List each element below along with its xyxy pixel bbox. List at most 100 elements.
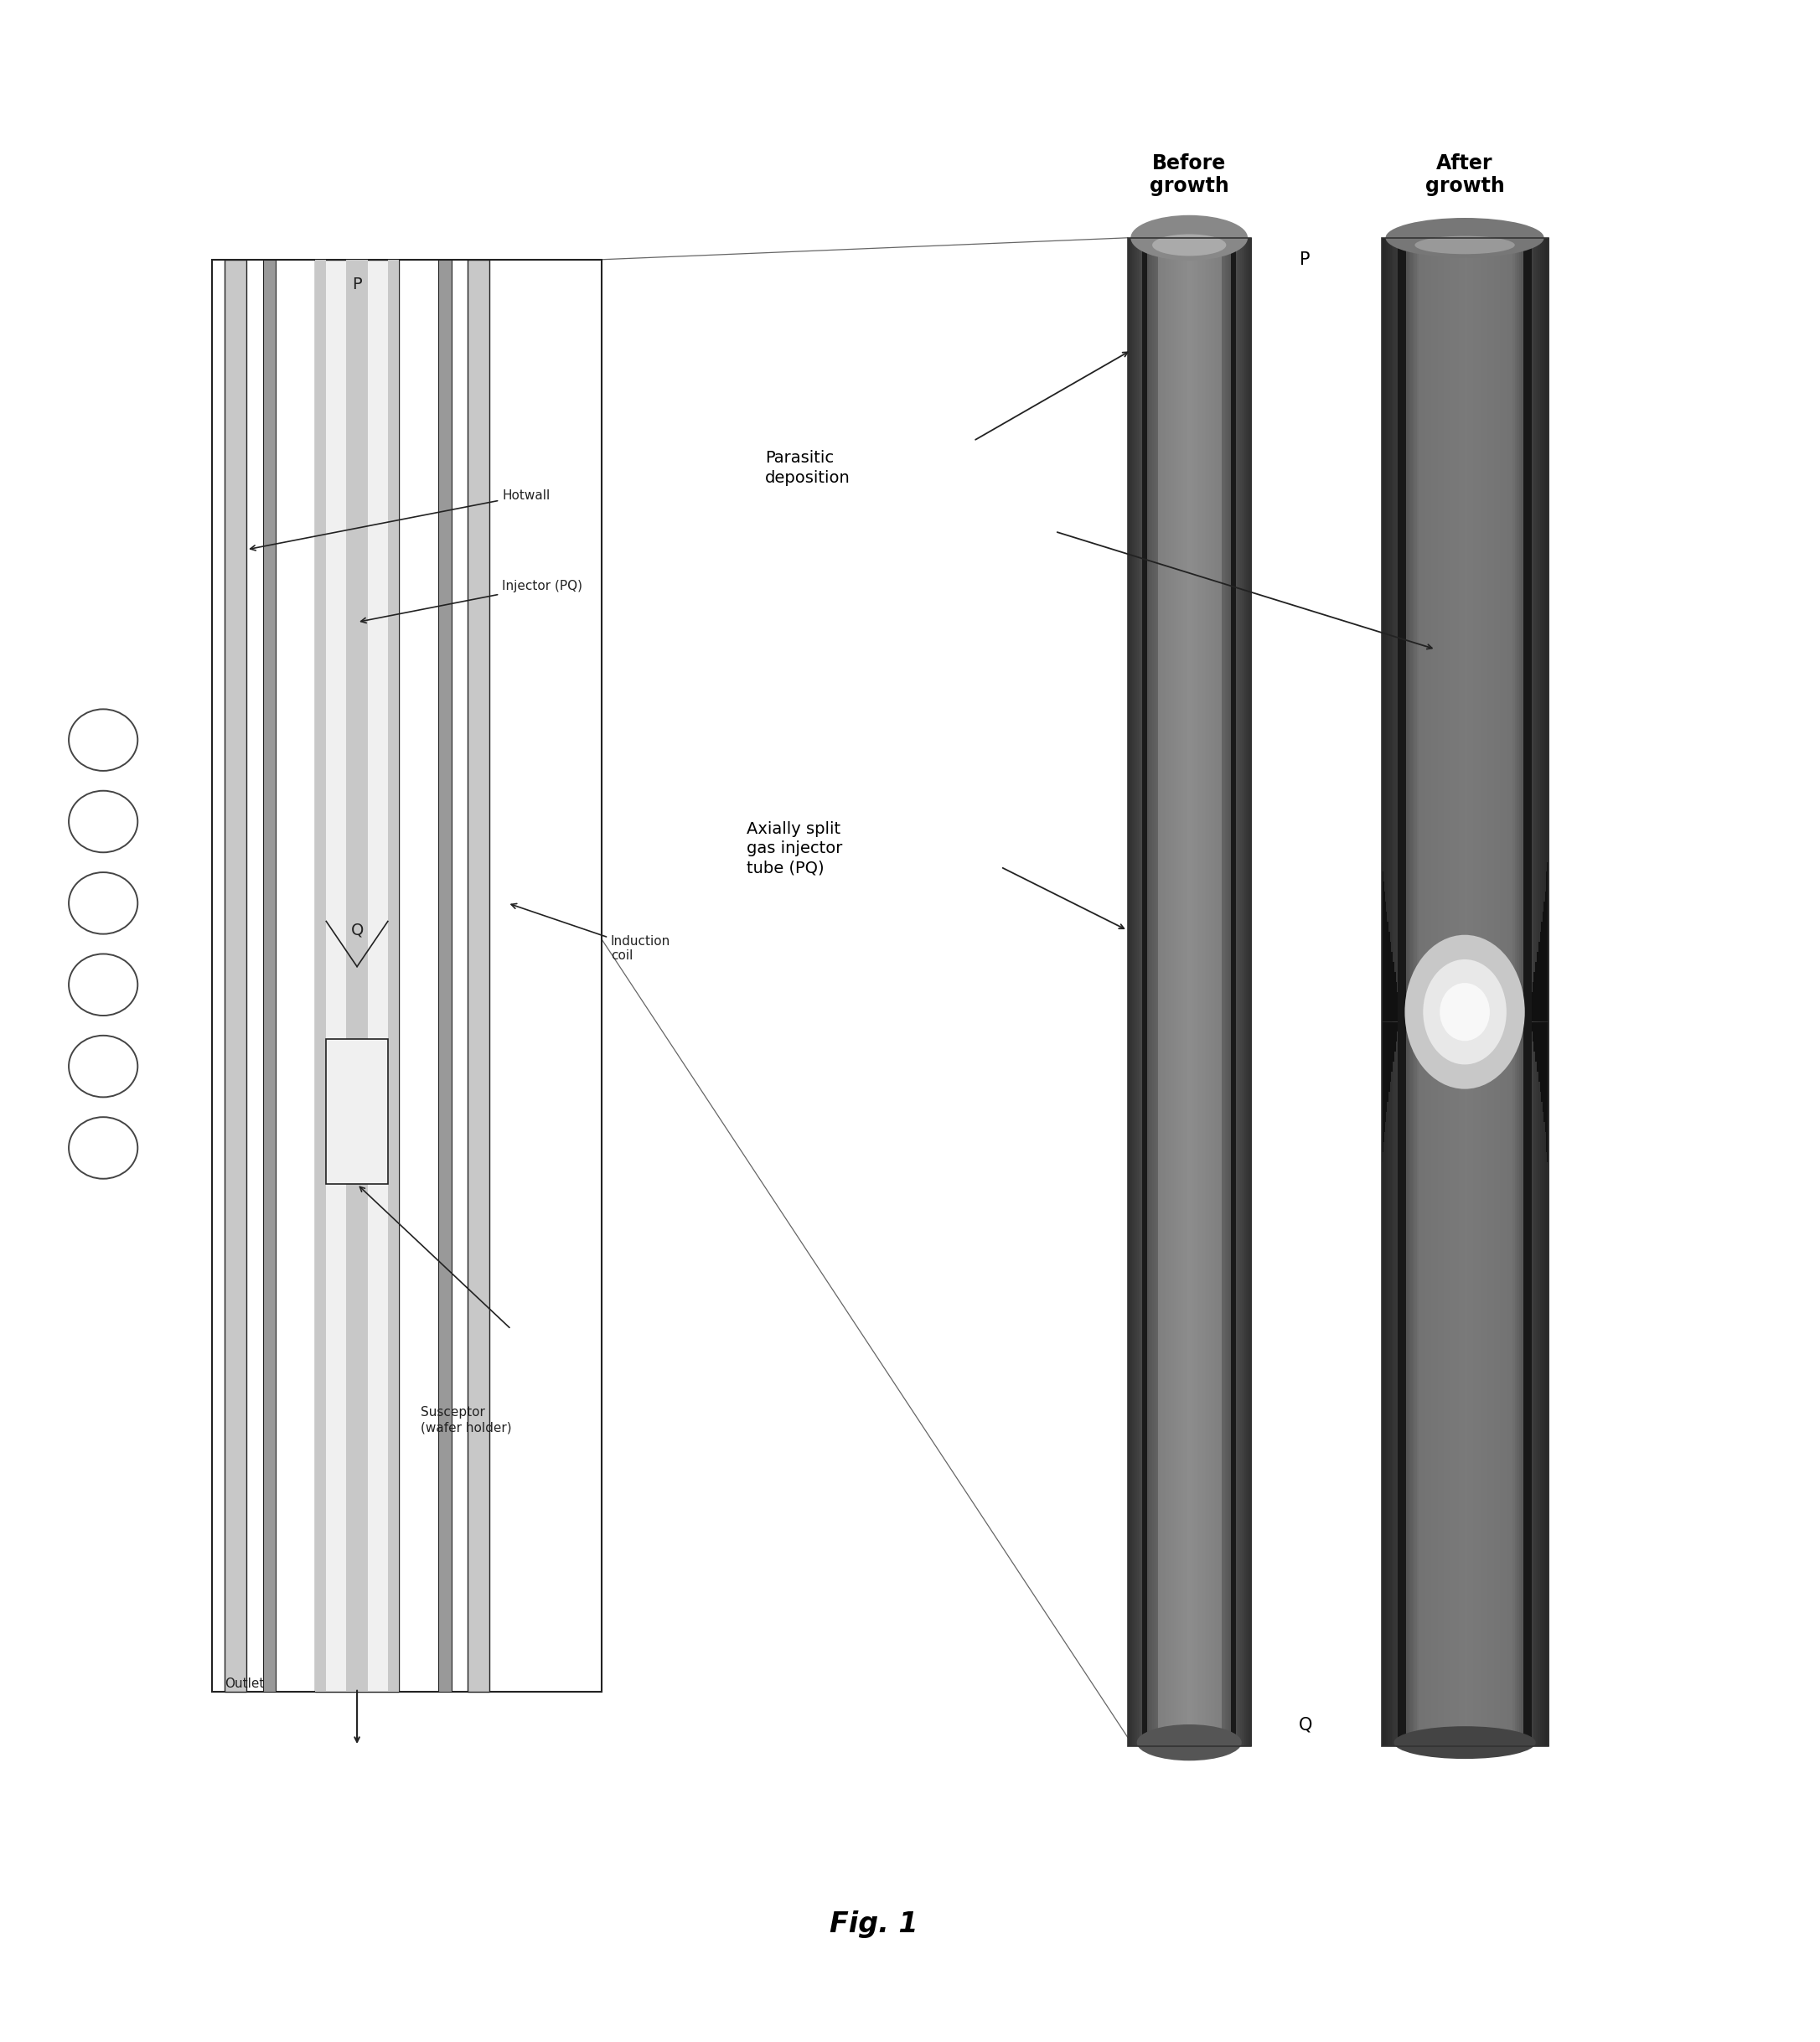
Ellipse shape [69, 954, 138, 1015]
Bar [1523, 237, 1531, 1746]
Bar [1156, 237, 1158, 1746]
Bar [1188, 237, 1190, 1746]
Bar [1534, 1041, 1549, 1052]
Bar [1381, 1082, 1390, 1092]
Ellipse shape [1440, 982, 1491, 1041]
Bar [1425, 237, 1429, 1746]
Bar [1145, 237, 1147, 1746]
Bar [1199, 237, 1203, 1746]
Bar [1170, 237, 1174, 1746]
Bar [224, 259, 246, 1693]
Bar [1545, 892, 1549, 903]
Bar [1531, 237, 1534, 1746]
Bar [1540, 1082, 1549, 1092]
Bar [1542, 237, 1545, 1746]
Bar [1381, 1052, 1394, 1062]
Bar [1381, 921, 1389, 931]
Bar [1223, 237, 1225, 1746]
Ellipse shape [1152, 235, 1227, 255]
Bar [1381, 1103, 1387, 1111]
Bar [1128, 237, 1132, 1746]
Bar [1208, 237, 1212, 1746]
Bar [1396, 237, 1400, 1746]
Bar [1239, 237, 1241, 1746]
Bar [1516, 237, 1520, 1746]
Bar [1500, 237, 1503, 1746]
Bar [1381, 237, 1385, 1746]
Bar [1181, 237, 1185, 1746]
Bar [1381, 1003, 1398, 1013]
Bar [388, 259, 399, 1693]
Bar [1471, 237, 1474, 1746]
Bar [1139, 237, 1143, 1746]
Bar [1469, 237, 1472, 1746]
Bar [1465, 237, 1467, 1746]
Bar [1249, 237, 1252, 1746]
Bar [1381, 952, 1392, 962]
Bar [1451, 237, 1452, 1746]
Bar [1532, 992, 1549, 1003]
Bar [1230, 237, 1236, 1746]
Bar [1536, 237, 1538, 1746]
Bar [1128, 237, 1250, 1746]
Bar [1192, 237, 1194, 1746]
Bar [1138, 237, 1141, 1746]
Bar [1440, 237, 1443, 1746]
Bar [1136, 237, 1138, 1746]
Bar [1480, 237, 1481, 1746]
Text: Hotwall: Hotwall [251, 488, 550, 551]
Bar [1436, 237, 1438, 1746]
Bar [1398, 237, 1407, 1746]
Bar [1381, 1113, 1385, 1121]
Bar [1410, 237, 1414, 1746]
Bar [211, 259, 602, 1693]
Bar [1443, 237, 1447, 1746]
Bar [315, 259, 399, 1693]
Bar [1381, 1031, 1396, 1041]
Bar [1381, 941, 1390, 952]
Bar [1161, 237, 1165, 1746]
Bar [1207, 237, 1208, 1746]
Bar [1154, 237, 1156, 1746]
Bar [1243, 237, 1245, 1746]
Bar [1547, 237, 1549, 1746]
Bar [439, 259, 451, 1693]
Bar [1381, 1021, 1398, 1031]
Bar [1478, 237, 1480, 1746]
Bar [346, 259, 368, 1693]
Bar [1421, 237, 1423, 1746]
Bar [1472, 237, 1476, 1746]
Bar [1148, 237, 1152, 1746]
Bar [1198, 237, 1201, 1746]
Bar [1458, 237, 1461, 1746]
Bar [1392, 237, 1394, 1746]
Bar [1185, 237, 1187, 1746]
Bar [1381, 892, 1385, 903]
Bar [1542, 921, 1549, 931]
Bar [1527, 237, 1531, 1746]
Bar [1542, 1092, 1549, 1103]
Bar [1381, 1092, 1389, 1103]
Bar [1228, 237, 1232, 1746]
Bar [1483, 237, 1487, 1746]
Bar [1249, 237, 1250, 1746]
Bar [1532, 982, 1549, 992]
Bar [1423, 237, 1427, 1746]
Bar [1152, 237, 1154, 1746]
Bar [1159, 237, 1163, 1746]
Bar [262, 259, 275, 1693]
Bar [1147, 237, 1148, 1746]
Bar [1520, 237, 1522, 1746]
Bar [1381, 1072, 1390, 1082]
Bar [1221, 237, 1225, 1746]
Bar [1381, 913, 1387, 921]
Bar [1179, 237, 1183, 1746]
Bar [1201, 237, 1205, 1746]
Bar [1525, 237, 1529, 1746]
Bar [1501, 237, 1505, 1746]
Bar [1449, 237, 1451, 1746]
Bar [1545, 882, 1549, 892]
Text: P: P [1299, 251, 1310, 268]
Bar [1420, 237, 1421, 1746]
Bar [1210, 237, 1214, 1746]
